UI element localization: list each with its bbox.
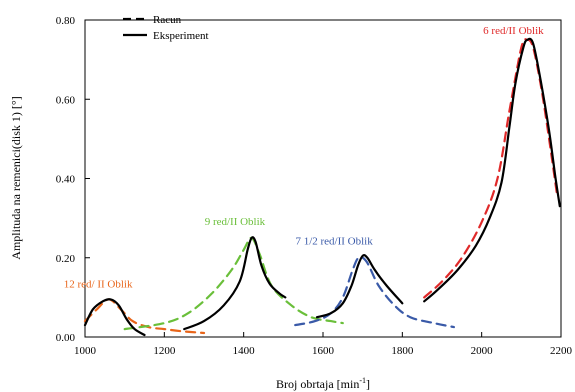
racun-series-line <box>123 236 344 331</box>
eksperiment-series-line <box>423 37 561 303</box>
y-tick-label: 0.00 <box>56 332 76 344</box>
y-tick-label: 0.40 <box>56 174 76 186</box>
y-tick-label: 0.80 <box>56 15 76 27</box>
y-tick-label: 0.20 <box>56 253 76 265</box>
x-axis-label: Broj obrtaja [min-1] <box>276 376 370 391</box>
eksperiment-series-line <box>315 254 404 319</box>
x-axis-label-end: ] <box>366 377 370 391</box>
eksperiment-series-line <box>183 236 287 331</box>
annotation-layer: 12 red/ II Oblik 9 red/II Oblik 7 1/2 red/… <box>64 25 544 291</box>
x-axis-label-main: Broj obrtaja [min <box>276 377 359 391</box>
axes: 1000 1200 1400 1600 1800 2000 2200 0.00 0.20 0.40… <box>56 15 573 357</box>
racun-series-line <box>83 298 206 335</box>
peak-annotation: 7 1/2 red/II Oblik <box>295 236 373 248</box>
x-tick-label: 1600 <box>312 345 335 357</box>
peak-annotation: 6 red/II Oblik <box>483 25 544 37</box>
legend-eksperiment-label: Eksperiment <box>153 30 209 42</box>
peak-annotation: 12 red/ II Oblik <box>64 278 133 290</box>
legend-racun-label: Racun <box>153 14 182 26</box>
y-axis-label: Amplituda na remenici(disk 1) [°] <box>9 96 23 259</box>
x-tick-label: 2200 <box>550 345 573 357</box>
eksperiment-series-line <box>83 298 146 337</box>
x-axis-label-superscript: -1 <box>359 376 366 385</box>
x-tick-label: 2000 <box>471 345 494 357</box>
peak-annotation: 9 red/II Oblik <box>205 216 266 228</box>
series-layer <box>83 37 561 337</box>
plot-frame <box>84 19 562 338</box>
x-tick-label: 1000 <box>74 345 97 357</box>
y-tick-label: 0.60 <box>56 94 76 106</box>
x-tick-label: 1400 <box>233 345 256 357</box>
x-tick-label: 1800 <box>391 345 414 357</box>
x-tick-label: 1200 <box>153 345 176 357</box>
racun-series-line <box>423 38 559 299</box>
legend: Racun Eksperiment <box>123 14 209 42</box>
